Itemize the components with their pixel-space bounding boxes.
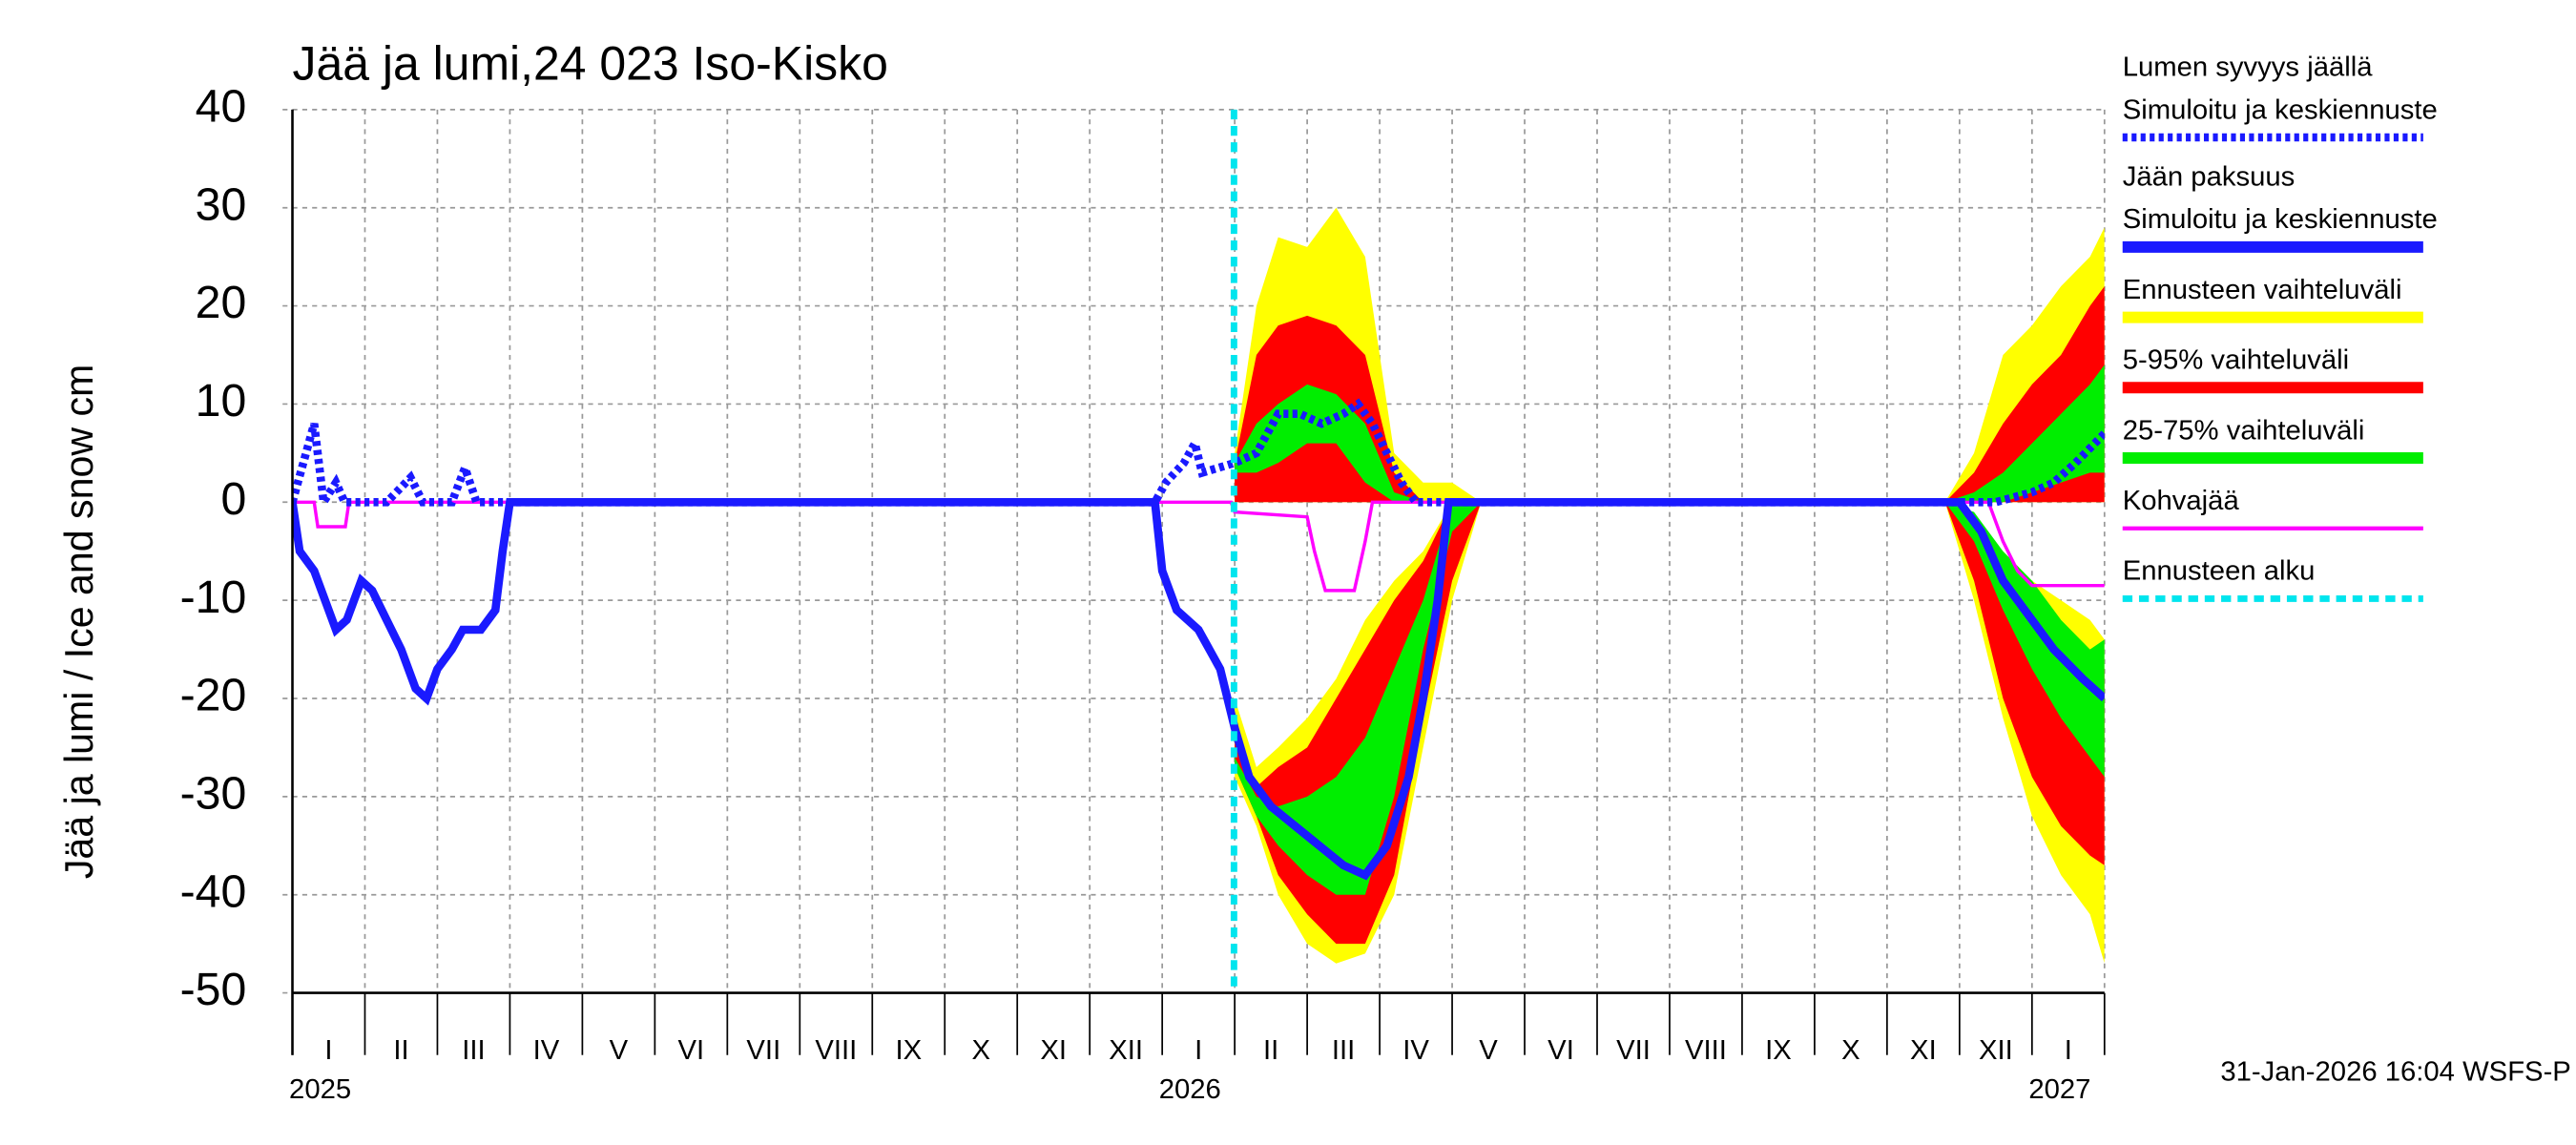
series-line [292,398,2105,514]
x-tick-label: XI [1040,1035,1067,1066]
x-tick-label: IV [533,1035,560,1066]
x-tick-label: XII [1979,1035,2013,1066]
y-axis-label: Jää ja lumi / Ice and snow cm [57,364,101,879]
y-tick-label: 0 [220,473,246,525]
lines [292,398,2105,881]
legend-label: Simuloitu ja keskiennuste [2123,204,2438,235]
x-tick-label: II [393,1035,408,1066]
x-tick-label: IX [1765,1035,1792,1066]
y-tick-label: 20 [196,277,247,328]
y-tick-label: -30 [180,768,247,820]
x-tick-label: VI [1548,1035,1574,1066]
y-tick-label: 30 [196,178,247,230]
x-tick-label: II [1263,1035,1278,1066]
band-area [1944,502,2105,865]
legend: Lumen syvyys jäällä Simuloitu ja keskienn… [2123,52,2438,602]
x-tick-label: III [462,1035,485,1066]
legend-label: Lumen syvyys jäällä [2123,52,2374,83]
x-tick-label: I [2065,1035,2072,1066]
legend-label: Jään paksuus [2123,162,2296,193]
y-tick-label: -50 [180,964,247,1015]
band-area [1944,364,2105,503]
x-tick-label: X [971,1035,990,1066]
y-tick-label: -10 [180,572,247,623]
x-tick-label: VII [746,1035,780,1066]
legend-label: 5-95% vaihteluväli [2123,345,2349,376]
legend-label: Ennusteen vaihteluväli [2123,275,2402,305]
band-area [1944,502,2105,778]
x-tick-label: I [1195,1035,1202,1066]
x-tick-label: VI [678,1035,705,1066]
year-label: 2027 [2028,1074,2090,1105]
x-tick-label: X [1841,1035,1860,1066]
legend-label: 25-75% vaihteluväli [2123,415,2365,446]
x-tick-label: XI [1910,1035,1937,1066]
chart-title: Jää ja lumi,24 023 Iso-Kisko [293,37,888,91]
year-label: 2025 [289,1074,351,1105]
legend-label: Ennusteen alku [2123,556,2316,587]
x-tick-label: I [324,1035,332,1066]
y-tick-label: 10 [196,375,247,427]
year-label: 2026 [1159,1074,1221,1105]
x-tick-label: VIII [815,1035,857,1066]
x-tick-label: IV [1402,1035,1429,1066]
series-line [292,498,2105,881]
x-tick-label: VIII [1685,1035,1727,1066]
y-tick-label: -40 [180,865,247,917]
x-tick-label: V [1479,1035,1498,1066]
y-tick-label: -20 [180,670,247,721]
band-area [1235,502,1482,895]
x-tick-label: V [610,1035,629,1066]
x-tick-label: XII [1109,1035,1143,1066]
series-line [292,500,2105,593]
x-tick-label: VII [1616,1035,1651,1066]
x-tick-label: IX [895,1035,922,1066]
legend-label: Simuloitu ja keskiennuste [2123,94,2438,125]
legend-label: Kohvajää [2123,486,2240,516]
x-tick-label: III [1332,1035,1355,1066]
y-tick-label: 40 [196,81,247,133]
footer: 31-Jan-2026 16:04 WSFS-P [2220,1056,2570,1087]
